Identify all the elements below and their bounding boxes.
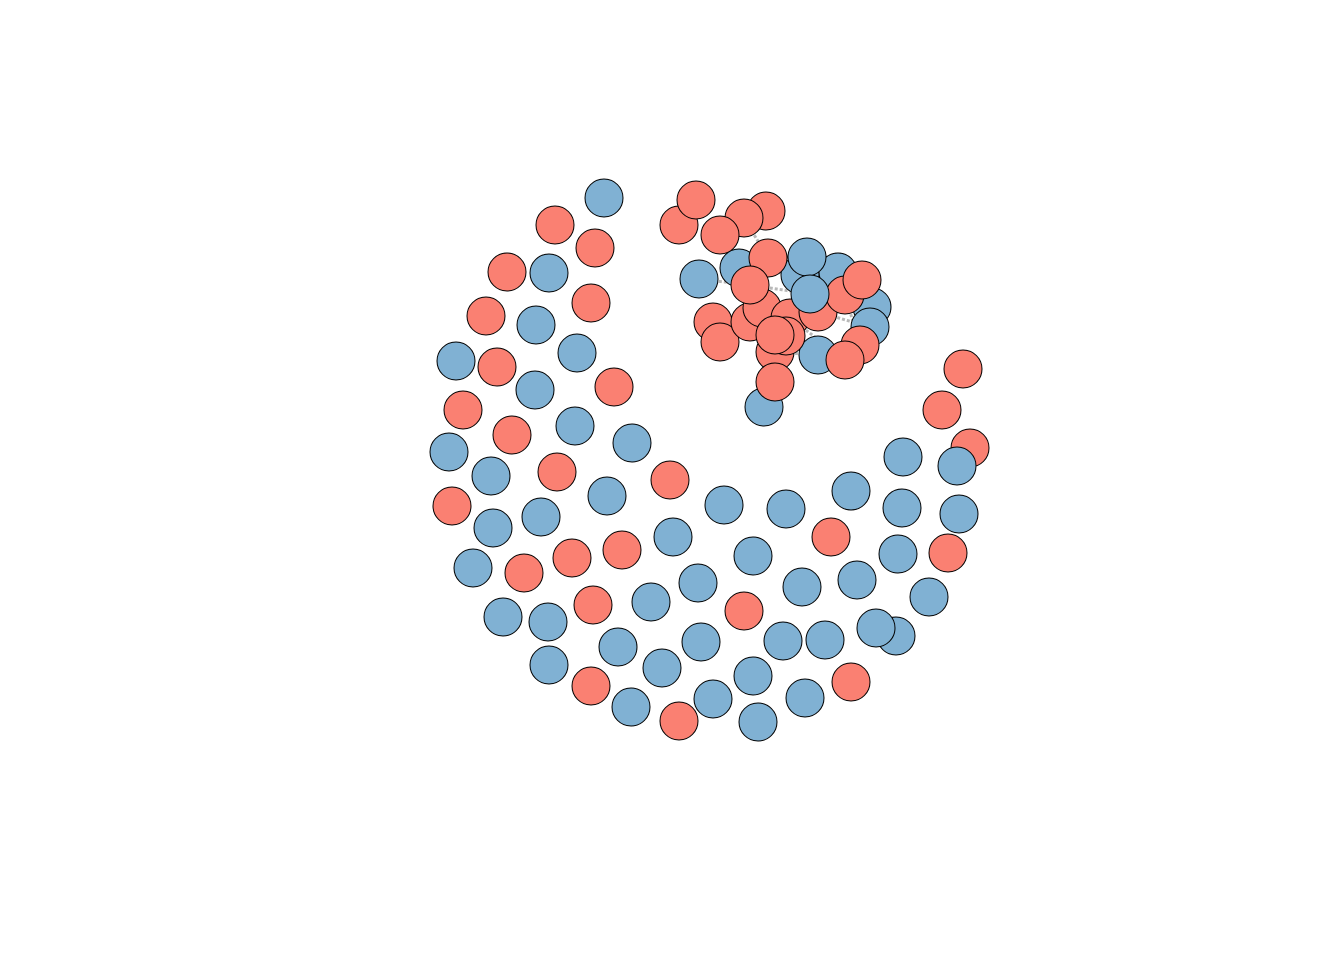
node	[477, 347, 517, 387]
node	[466, 296, 506, 336]
node	[571, 283, 611, 323]
node	[766, 489, 806, 529]
node	[537, 452, 577, 492]
node	[584, 178, 624, 218]
node	[937, 446, 977, 486]
node	[831, 662, 871, 702]
node	[487, 252, 527, 292]
node	[939, 494, 979, 534]
node	[733, 536, 773, 576]
node	[831, 471, 871, 511]
node	[811, 517, 851, 557]
node	[763, 621, 803, 661]
node	[878, 534, 918, 574]
node	[704, 485, 744, 525]
node	[787, 237, 827, 277]
node	[882, 488, 922, 528]
node	[598, 627, 638, 667]
node	[528, 602, 568, 642]
node	[700, 322, 740, 362]
node	[693, 679, 733, 719]
node	[679, 259, 719, 299]
node	[555, 406, 595, 446]
node	[825, 340, 865, 380]
node	[429, 432, 469, 472]
node	[676, 180, 716, 220]
node	[653, 517, 693, 557]
node	[755, 362, 795, 402]
node	[483, 597, 523, 637]
node	[453, 548, 493, 588]
node	[837, 560, 877, 600]
node	[659, 701, 699, 741]
node	[529, 645, 569, 685]
node	[943, 349, 983, 389]
node	[681, 622, 721, 662]
node	[516, 305, 556, 345]
nodes	[429, 178, 990, 742]
node	[515, 370, 555, 410]
node	[471, 456, 511, 496]
node	[738, 702, 778, 742]
node	[700, 215, 740, 255]
node	[790, 274, 830, 314]
node	[473, 508, 513, 548]
node	[436, 341, 476, 381]
node	[642, 648, 682, 688]
node	[782, 567, 822, 607]
node	[587, 476, 627, 516]
node	[535, 205, 575, 245]
node	[492, 415, 532, 455]
node	[650, 460, 690, 500]
node	[928, 533, 968, 573]
node	[594, 367, 634, 407]
node	[922, 390, 962, 430]
node	[631, 582, 671, 622]
node	[678, 563, 718, 603]
node	[521, 497, 561, 537]
node	[432, 486, 472, 526]
node	[883, 437, 923, 477]
node	[504, 553, 544, 593]
node	[724, 591, 764, 631]
node	[805, 620, 845, 660]
node	[443, 390, 483, 430]
node	[571, 666, 611, 706]
node	[755, 315, 795, 355]
node	[909, 577, 949, 617]
node	[552, 538, 592, 578]
node	[733, 656, 773, 696]
node	[842, 260, 882, 300]
node	[785, 678, 825, 718]
node	[612, 423, 652, 463]
node	[573, 585, 613, 625]
node	[575, 228, 615, 268]
node	[557, 333, 597, 373]
node	[856, 608, 896, 648]
node	[730, 265, 770, 305]
node	[611, 687, 651, 727]
node	[602, 530, 642, 570]
node	[529, 253, 569, 293]
